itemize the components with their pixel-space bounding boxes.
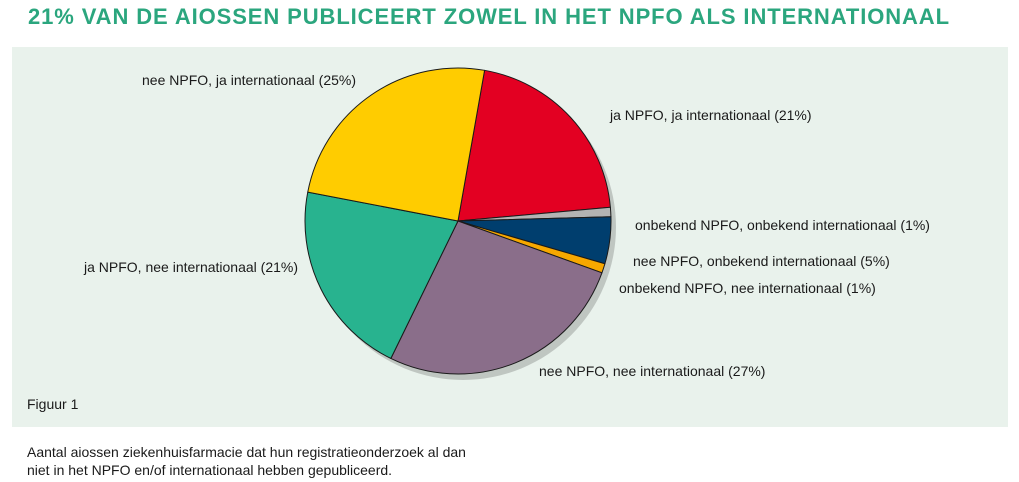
slice-label-6: ja NPFO, nee internationaal (21%) xyxy=(83,259,298,275)
caption-line-2: niet in het NPFO en/of internationaal he… xyxy=(27,462,393,478)
slice-label-7: nee NPFO, ja internationaal (25%) xyxy=(142,72,356,88)
slice-label-4: onbekend NPFO, nee internationaal (1%) xyxy=(619,280,876,296)
chart-title: 21% VAN DE AIOSSEN PUBLICEERT ZOWEL IN H… xyxy=(28,4,950,29)
figure-label: Figuur 1 xyxy=(27,396,79,412)
slice-label-3: nee NPFO, onbekend internationaal (5%) xyxy=(633,253,890,269)
chart-panel: ja NPFO, ja internationaal (21%) onbekend… xyxy=(12,47,1008,427)
pie-slice-6 xyxy=(304,191,459,359)
pie-slice-5 xyxy=(390,220,603,375)
caption-line-1: Aantal aiossen ziekenhuisfarmacie dat hu… xyxy=(27,444,466,460)
slice-label-5: nee NPFO, nee internationaal (27%) xyxy=(539,363,765,379)
chart-caption: Aantal aiossen ziekenhuisfarmacie dat hu… xyxy=(27,443,497,479)
pie-chart: ja NPFO, ja internationaal (21%) onbekend… xyxy=(83,67,930,380)
slice-label-2: onbekend NPFO, onbekend internationaal (… xyxy=(635,217,930,233)
slice-label-1: ja NPFO, ja internationaal (21%) xyxy=(609,107,812,123)
pie-slice-1 xyxy=(457,69,611,222)
pie-slice-7 xyxy=(307,67,486,222)
